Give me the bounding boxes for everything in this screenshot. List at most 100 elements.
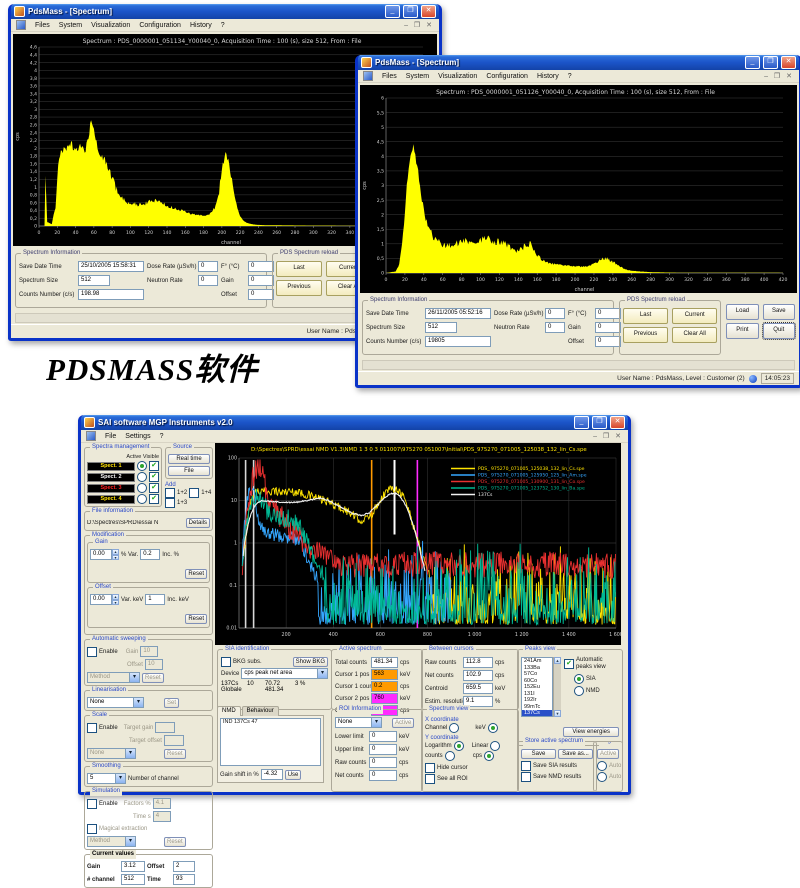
- offset-spinner[interactable]: 0.00 ▴ ▾: [90, 594, 119, 605]
- menu-files[interactable]: Files: [35, 21, 50, 29]
- titlebar[interactable]: PdsMass - [Spectrum] _ ❐ ✕: [358, 55, 799, 70]
- offset-reset-button[interactable]: Reset: [185, 614, 207, 624]
- minimize-button[interactable]: _: [385, 5, 400, 18]
- gain-field[interactable]: 0: [595, 322, 621, 333]
- neutron-rate-field[interactable]: 0: [545, 322, 565, 333]
- menu-help[interactable]: ?: [159, 432, 164, 440]
- maximize-button[interactable]: ❐: [592, 416, 607, 429]
- tab-nmd[interactable]: NMD: [217, 706, 241, 716]
- clear-all-button[interactable]: Clear All: [672, 327, 718, 343]
- add-1-2-checkbox[interactable]: [165, 488, 175, 498]
- neutron-rate-field[interactable]: 0: [198, 275, 218, 286]
- maximize-button[interactable]: ❐: [763, 56, 778, 69]
- spect3-active-radio[interactable]: [137, 483, 147, 493]
- previous-button[interactable]: Previous: [623, 327, 669, 343]
- add-1-3-checkbox[interactable]: [165, 498, 175, 508]
- load-button[interactable]: Load: [726, 304, 759, 320]
- menu-help[interactable]: ?: [567, 72, 572, 80]
- menu-configuration[interactable]: Configuration: [486, 72, 528, 80]
- titlebar[interactable]: PdsMass - [Spectrum] _ ❐ ✕: [11, 4, 439, 19]
- smoothing-select[interactable]: 5: [87, 773, 126, 784]
- y-cps-radio[interactable]: [484, 751, 495, 761]
- menu-file[interactable]: File: [105, 432, 117, 440]
- hide-cursor-checkbox[interactable]: [425, 763, 435, 773]
- menu-files[interactable]: Files: [382, 72, 397, 80]
- temperature-field[interactable]: 0: [248, 261, 274, 272]
- menu-system[interactable]: System: [58, 21, 83, 29]
- mdi-window-controls[interactable]: – ❐ ✕: [404, 22, 434, 29]
- sweep-enable-checkbox[interactable]: [87, 646, 97, 657]
- offset-inc-field[interactable]: 1: [145, 594, 166, 605]
- real-time-button[interactable]: Real time: [168, 454, 210, 464]
- store-save-as-button[interactable]: Save as...: [558, 749, 593, 759]
- menu-visualization[interactable]: Visualization: [438, 72, 478, 80]
- menu-help[interactable]: ?: [220, 21, 225, 29]
- menu-history[interactable]: History: [189, 21, 212, 29]
- auto-peaks-checkbox[interactable]: ✔: [564, 659, 574, 669]
- file-button[interactable]: File: [168, 466, 210, 476]
- spectrum-size-field[interactable]: 512: [78, 275, 110, 286]
- peaks-sia-radio[interactable]: [574, 674, 584, 684]
- y-log-radio[interactable]: [453, 741, 464, 751]
- x-channel-radio[interactable]: [449, 723, 460, 733]
- spect3-visible-checkbox[interactable]: ✔: [149, 483, 159, 493]
- show-bkg-button[interactable]: Show BKG: [292, 657, 328, 667]
- maximize-button[interactable]: ❐: [403, 5, 418, 18]
- mdi-window-controls[interactable]: – ❐ ✕: [593, 433, 623, 440]
- y-linear-radio[interactable]: [490, 741, 501, 751]
- offset-field[interactable]: 0: [248, 289, 274, 300]
- print-button[interactable]: Print: [726, 323, 759, 339]
- save-sia-checkbox[interactable]: [521, 761, 531, 771]
- y-counts-radio[interactable]: [444, 751, 455, 761]
- roi-upper-field[interactable]: 0: [369, 744, 397, 755]
- minimize-button[interactable]: _: [574, 416, 589, 429]
- previous-button[interactable]: Previous: [276, 280, 322, 296]
- simulation-enable-checkbox[interactable]: [87, 798, 97, 809]
- gain-field[interactable]: 0: [248, 275, 274, 286]
- gain-inc-field[interactable]: 0.2: [140, 549, 161, 560]
- linearisation-select[interactable]: None: [87, 697, 144, 708]
- isotope-list[interactable]: 241Am 133Ba 57Co 60Co 152Eu 131I 192Ir 9…: [521, 657, 553, 717]
- quit-button[interactable]: Quit: [761, 322, 797, 340]
- last-button[interactable]: Last: [623, 308, 669, 324]
- view-energies-button[interactable]: View energies: [563, 727, 619, 737]
- spect2-visible-checkbox[interactable]: ✔: [149, 472, 159, 482]
- device-select[interactable]: cps peak net area: [241, 668, 328, 679]
- current-button[interactable]: Current: [672, 308, 718, 324]
- menu-settings[interactable]: Settings: [125, 432, 151, 440]
- add-1-4-checkbox[interactable]: [189, 488, 200, 498]
- spect4-active-radio[interactable]: [137, 494, 147, 504]
- offset-field[interactable]: 0: [595, 336, 621, 347]
- scale-enable-checkbox[interactable]: [87, 722, 97, 733]
- dose-rate-field[interactable]: 0: [198, 261, 218, 272]
- mdi-window-controls[interactable]: – ❐ ✕: [764, 73, 794, 80]
- menu-history[interactable]: History: [536, 72, 559, 80]
- close-button[interactable]: ✕: [421, 5, 436, 18]
- x-kev-radio[interactable]: [487, 723, 498, 733]
- bkg-subs-checkbox[interactable]: [221, 657, 231, 667]
- spect2-active-radio[interactable]: [137, 472, 147, 482]
- menu-visualization[interactable]: Visualization: [91, 21, 131, 29]
- peaks-nmd-radio[interactable]: [574, 686, 584, 696]
- gain-spinner[interactable]: 0.00 ▴ ▾: [90, 549, 119, 560]
- gain-reset-button[interactable]: Reset: [185, 569, 207, 579]
- nmd-results-list[interactable]: IND 137Cs 47: [220, 718, 321, 766]
- gain-shift-field[interactable]: -4.32: [260, 769, 283, 780]
- isotope-list-scrollbar[interactable]: ▲ ▼: [553, 657, 561, 717]
- last-button[interactable]: Last: [276, 261, 322, 277]
- counts-field[interactable]: 198.98: [78, 289, 144, 300]
- save-date-field[interactable]: 26/11/2005 05:52:16: [425, 308, 491, 319]
- details-button[interactable]: Details: [185, 518, 210, 528]
- minimize-button[interactable]: _: [745, 56, 760, 69]
- counts-field[interactable]: 19805: [425, 336, 491, 347]
- temperature-field[interactable]: 0: [595, 308, 621, 319]
- titlebar[interactable]: SAI software MGP Instruments v2.0 _ ❐ ✕: [81, 415, 628, 430]
- spect1-active-radio[interactable]: [137, 461, 147, 471]
- roi-lower-field[interactable]: 0: [369, 731, 397, 742]
- spect1-visible-checkbox[interactable]: ✔: [149, 461, 159, 471]
- menu-configuration[interactable]: Configuration: [139, 21, 181, 29]
- save-date-field[interactable]: 25/10/2005 15:58:31: [78, 261, 144, 272]
- save-nmd-checkbox[interactable]: [521, 772, 531, 782]
- menu-system[interactable]: System: [405, 72, 430, 80]
- save-button[interactable]: Save: [762, 304, 795, 320]
